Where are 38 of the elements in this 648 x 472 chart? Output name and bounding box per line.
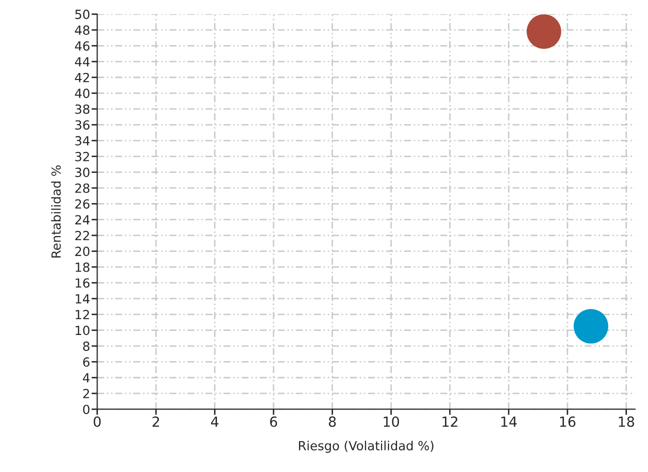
x-tick-label: 2 xyxy=(152,416,160,427)
y-tick-label: 38 xyxy=(75,104,90,114)
x-tick-label: 8 xyxy=(328,416,336,427)
y-tick-label: 26 xyxy=(75,199,90,209)
x-tick-label: 12 xyxy=(442,416,458,427)
y-tick-label: 20 xyxy=(75,246,90,256)
y-tick-label: 48 xyxy=(74,25,90,35)
x-tick-label: 18 xyxy=(618,416,634,427)
y-tick-label: 50 xyxy=(75,10,90,20)
y-tick-label: 40 xyxy=(74,88,90,98)
y-tick-label: 12 xyxy=(76,310,90,320)
y-tick-label: 2 xyxy=(83,388,90,398)
x-tick-label: 16 xyxy=(560,416,576,427)
x-axis-title: Riesgo (Volatilidad %) xyxy=(298,440,434,453)
x-tick-label: 4 xyxy=(211,416,218,427)
x-tick-label: 0 xyxy=(94,416,101,427)
y-tick-label: 0 xyxy=(83,404,90,414)
y-tick-label: 36 xyxy=(75,120,90,130)
y-tick-label: 6 xyxy=(83,357,90,367)
y-tick-label: 42 xyxy=(74,72,90,82)
y-tick-label: 24 xyxy=(75,215,90,224)
x-tick-label: 14 xyxy=(501,416,517,427)
y-tick-label: 14 xyxy=(76,294,90,304)
x-tick-label: 6 xyxy=(270,416,278,427)
y-tick-label: 44 xyxy=(74,57,90,66)
y-tick-label: 46 xyxy=(74,41,90,51)
y-tick-label: 34 xyxy=(75,136,90,146)
y-tick-label: 28 xyxy=(75,183,90,193)
x-tick-label: 10 xyxy=(384,416,400,427)
y-tick-label: 10 xyxy=(76,326,90,336)
y-tick-label: 8 xyxy=(83,341,90,351)
y-tick-label: 32 xyxy=(75,152,90,162)
y-tick-label: 18 xyxy=(76,262,90,272)
y-tick-label: 30 xyxy=(75,168,90,178)
y-tick-label: 16 xyxy=(76,278,90,288)
y-tick-label: 22 xyxy=(75,230,90,240)
y-axis-title: Rentabilidad % xyxy=(51,165,61,258)
y-tick-label: 4 xyxy=(82,373,90,382)
